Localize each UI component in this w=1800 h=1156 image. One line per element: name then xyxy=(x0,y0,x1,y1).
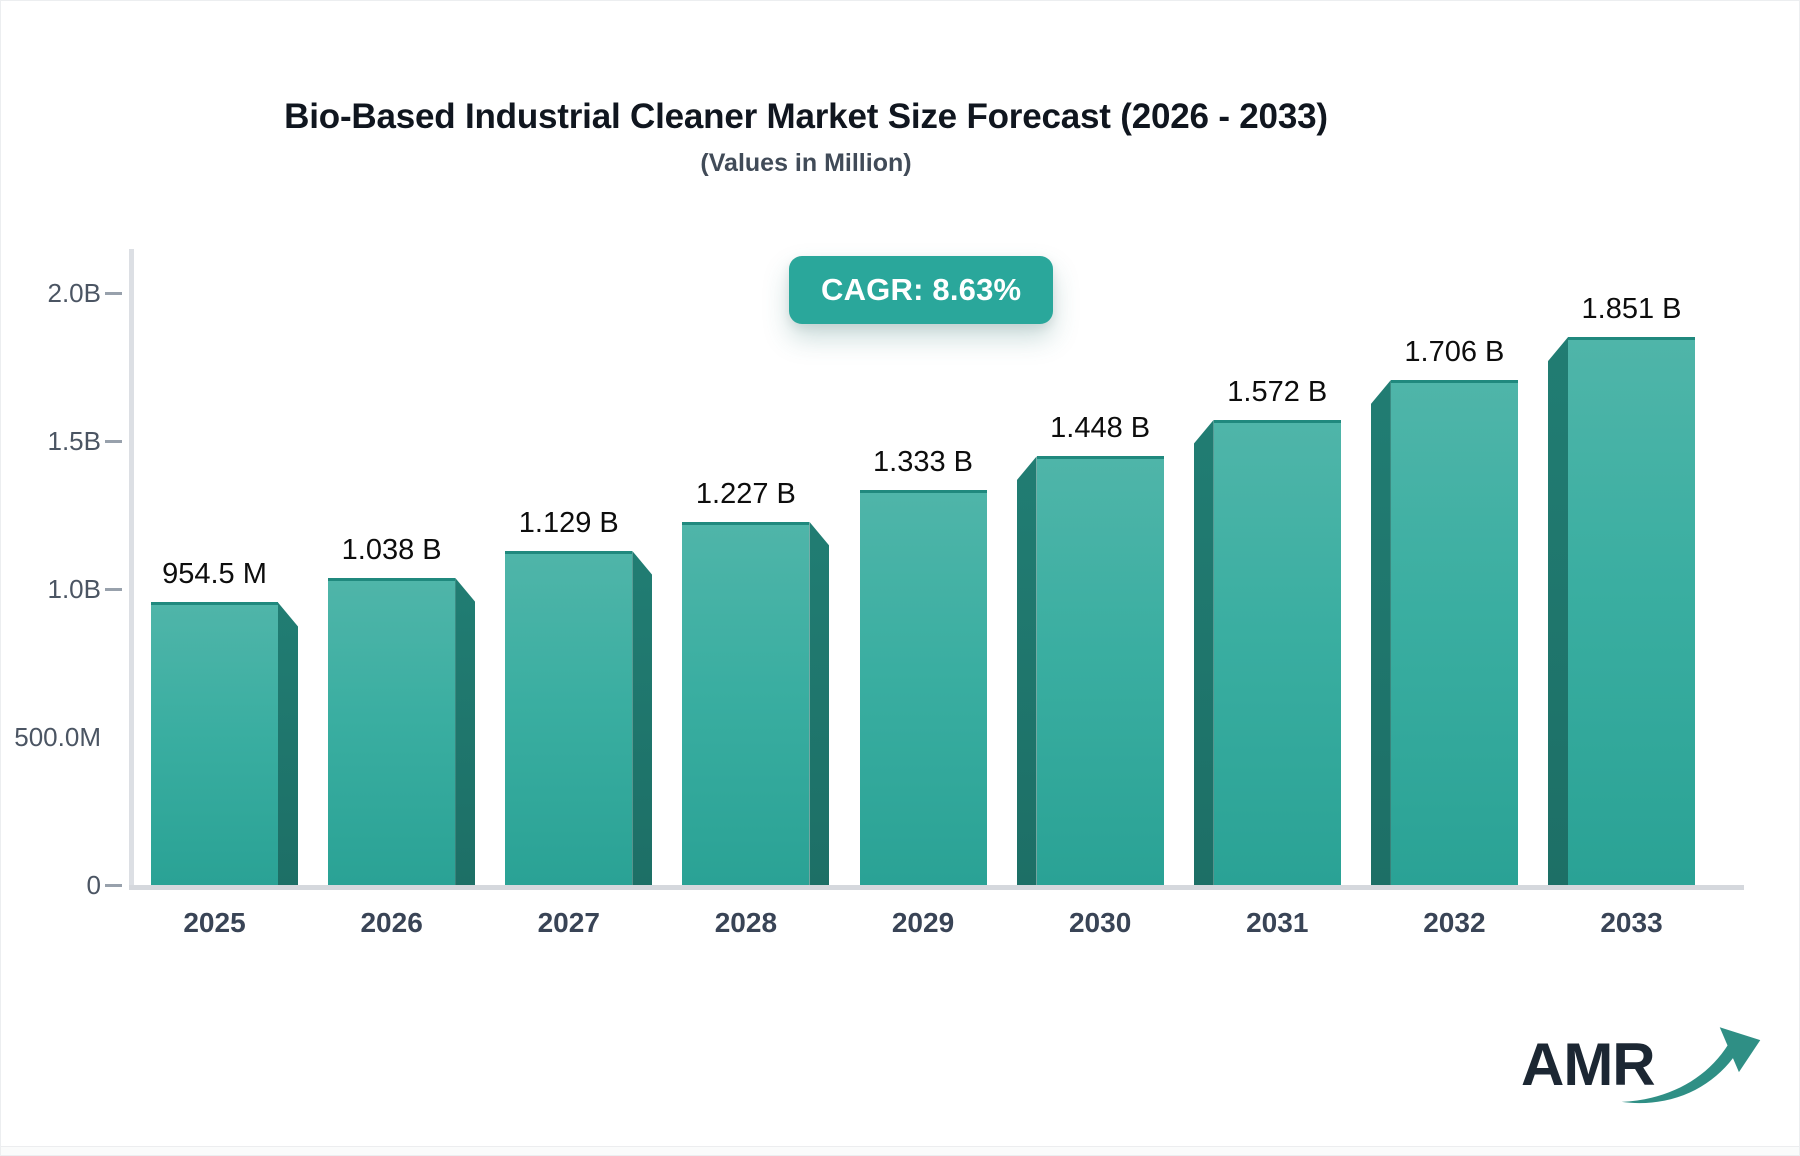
bar-side-panel-2025 xyxy=(278,602,298,885)
amr-logo: AMR xyxy=(1521,1027,1771,1135)
x-axis-label-2032: 2032 xyxy=(1423,907,1486,938)
x-axis-label-2030: 2030 xyxy=(1068,907,1132,938)
bar-value-label: 1.038 B xyxy=(341,533,442,566)
y-axis-line xyxy=(129,249,134,890)
bar-side-panel-2033 xyxy=(1548,337,1568,885)
bar-2030 xyxy=(1036,456,1164,885)
bar-value-label: 1.448 B xyxy=(1050,412,1151,445)
bar-side-panel-2031 xyxy=(1193,419,1214,885)
y-tick-dash xyxy=(105,588,122,591)
x-axis-label-2029: 2029 xyxy=(891,907,955,938)
bar-2027 xyxy=(505,550,633,885)
bar-2032 xyxy=(1390,380,1518,885)
x-axis-line xyxy=(129,885,1744,890)
cagr-badge-label: CAGR: 8.63% xyxy=(821,272,1022,307)
bar-value-label: 1.227 B xyxy=(695,477,796,510)
bar-2033 xyxy=(1568,337,1695,885)
y-tick-dash xyxy=(105,292,122,295)
bottom-strip xyxy=(1,1146,1799,1155)
y-tick-dash xyxy=(105,440,122,443)
x-axis-label-2026: 2026 xyxy=(360,907,423,938)
chart-title: Bio-Based Industrial Cleaner Market Size… xyxy=(284,97,1328,136)
bar-side-panel-2030 xyxy=(1016,456,1037,885)
bar-side-panel-2032 xyxy=(1370,380,1391,885)
bar-value-label: 1.333 B xyxy=(873,446,973,479)
bar-2028 xyxy=(682,521,810,885)
y-tick-label: 1.0B xyxy=(47,574,102,604)
bar-value-label: 1.706 B xyxy=(1404,336,1505,369)
y-tick-label: 2.0B xyxy=(47,278,102,308)
bar-value-label: 1.851 B xyxy=(1581,293,1682,326)
x-axis-label-2025: 2025 xyxy=(183,907,246,938)
bar-value-label: 1.572 B xyxy=(1227,375,1328,408)
bar-side-panel-2028 xyxy=(809,521,830,885)
bar-side-panel-2026 xyxy=(455,577,476,885)
y-tick-dash xyxy=(105,884,122,887)
bar-2031 xyxy=(1213,419,1341,885)
amr-logo-text: AMR xyxy=(1521,1031,1656,1098)
x-axis-label-2028: 2028 xyxy=(714,907,778,938)
bar-value-label: 1.129 B xyxy=(518,506,619,539)
bar-side-panel-2027 xyxy=(632,550,653,885)
cagr-badge: CAGR: 8.63% xyxy=(789,256,1054,324)
x-axis-label-2031: 2031 xyxy=(1246,907,1309,938)
bar-2026 xyxy=(328,577,456,885)
chart-subtitle: (Values in Million) xyxy=(700,149,912,177)
y-tick-label: 0 xyxy=(86,870,101,900)
bar-2025 xyxy=(151,602,278,885)
bar-value-label: 954.5 M xyxy=(162,558,267,591)
growth-arrow-icon xyxy=(1621,1027,1761,1104)
bar-2029 xyxy=(859,490,987,885)
x-axis-label-2033: 2033 xyxy=(1600,907,1663,938)
y-tick-label: 1.5B xyxy=(47,426,102,456)
x-axis-label-2027: 2027 xyxy=(537,907,600,938)
y-tick-label: 500.0M xyxy=(14,722,101,752)
